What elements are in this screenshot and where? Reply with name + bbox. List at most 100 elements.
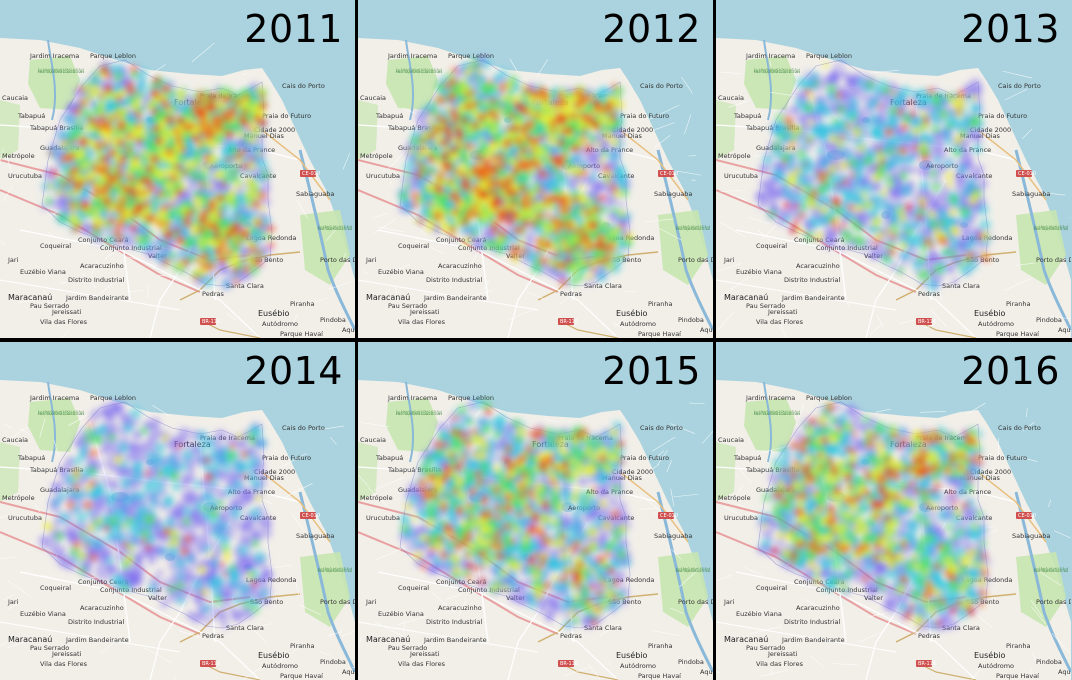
heat-point bbox=[580, 169, 589, 177]
map-label-tabapua_brasilia: Tabapuá Brasília bbox=[387, 124, 441, 132]
map-label-caucaia: Caucaia bbox=[360, 94, 386, 102]
heat-point bbox=[98, 92, 105, 99]
heat-point bbox=[135, 123, 141, 130]
heat-point bbox=[436, 179, 442, 185]
street bbox=[2, 185, 14, 202]
map-label-autodromo: Autódromo bbox=[262, 320, 298, 328]
heat-point bbox=[471, 183, 481, 193]
heat-point bbox=[80, 107, 91, 118]
heat-point bbox=[96, 217, 107, 227]
heat-point bbox=[215, 138, 223, 146]
heat-point bbox=[258, 205, 266, 213]
heat-point bbox=[463, 70, 470, 78]
heat-point bbox=[426, 117, 433, 124]
heat-point bbox=[492, 170, 499, 177]
heat-point bbox=[243, 253, 254, 264]
heat-point bbox=[454, 125, 462, 133]
street bbox=[523, 78, 532, 83]
heat-point bbox=[109, 116, 115, 122]
heat-point bbox=[57, 130, 69, 142]
heat-point bbox=[94, 141, 104, 151]
heat-point bbox=[202, 209, 210, 217]
map-label-euzebio_viana: Euzébio Viana bbox=[20, 268, 66, 276]
heat-point bbox=[87, 177, 94, 185]
heat-point bbox=[564, 229, 570, 235]
heat-point bbox=[489, 109, 498, 118]
heat-point bbox=[213, 227, 221, 235]
heat-point bbox=[586, 273, 594, 281]
heat-point bbox=[543, 240, 552, 249]
heat-point bbox=[524, 232, 535, 243]
heat-point bbox=[120, 142, 126, 148]
heat-point bbox=[490, 221, 499, 230]
map-label-guadalajara: Guadalajara bbox=[40, 144, 79, 152]
heat-point bbox=[241, 162, 250, 170]
heat-point bbox=[582, 127, 588, 133]
heat-point bbox=[120, 155, 127, 162]
heat-point bbox=[571, 236, 578, 243]
heat-point bbox=[483, 148, 494, 159]
heat-point bbox=[496, 161, 506, 171]
heat-point bbox=[179, 145, 187, 154]
heat-point bbox=[243, 229, 248, 234]
heat-point bbox=[451, 66, 459, 74]
heat-point bbox=[535, 246, 541, 253]
heat-point bbox=[194, 204, 202, 212]
heat-point bbox=[557, 139, 565, 147]
heat-point bbox=[167, 192, 177, 202]
heat-point bbox=[204, 133, 213, 142]
heat-point bbox=[518, 184, 525, 191]
street bbox=[526, 291, 545, 300]
heat-point bbox=[197, 235, 206, 244]
heat-point bbox=[514, 136, 524, 146]
map-label-manuel_dias: Manuel Dias bbox=[244, 132, 284, 140]
heat-point bbox=[453, 218, 463, 227]
heat-point bbox=[106, 173, 114, 181]
heat-point bbox=[187, 220, 193, 226]
map-label-pau_serrado: Pau Serrado bbox=[30, 302, 69, 310]
heat-point bbox=[125, 81, 134, 90]
heat-point bbox=[454, 103, 464, 113]
heat-point bbox=[614, 227, 621, 234]
heat-point bbox=[44, 196, 54, 206]
street bbox=[636, 318, 657, 338]
heat-point bbox=[535, 212, 544, 221]
heat-point bbox=[519, 125, 527, 132]
heat-point bbox=[581, 176, 592, 187]
heat-point bbox=[593, 195, 600, 202]
heat-point bbox=[234, 239, 242, 247]
street bbox=[508, 307, 537, 321]
heat-point bbox=[137, 164, 145, 172]
heat-point bbox=[125, 124, 133, 131]
street bbox=[677, 170, 702, 176]
heat-point bbox=[595, 141, 603, 148]
street bbox=[61, 330, 70, 338]
heat-point bbox=[419, 137, 426, 144]
heat-point bbox=[93, 207, 101, 215]
heat-point bbox=[614, 89, 622, 97]
map-label-pau_serrado: Pau Serrado bbox=[388, 302, 427, 310]
heat-point bbox=[62, 139, 68, 144]
street bbox=[0, 148, 4, 163]
heat-point bbox=[530, 147, 536, 154]
heat-point bbox=[136, 178, 143, 185]
heat-point bbox=[578, 194, 588, 204]
heat-point bbox=[542, 182, 551, 192]
street bbox=[82, 272, 97, 289]
road-shield-label: CE-010 bbox=[302, 171, 320, 177]
street bbox=[0, 240, 6, 246]
heat-point bbox=[121, 206, 127, 212]
heat-point bbox=[258, 93, 266, 100]
heat-point bbox=[489, 125, 498, 134]
heat-point bbox=[107, 216, 115, 225]
park-area bbox=[658, 210, 708, 285]
heat-point bbox=[573, 228, 581, 236]
map-label-apa: Área de Proteção Ambiental do Estuário d… bbox=[396, 68, 442, 75]
heat-point bbox=[565, 257, 573, 265]
park-area bbox=[300, 210, 350, 285]
heat-point bbox=[56, 196, 68, 208]
heat-point bbox=[170, 89, 179, 98]
heat-point bbox=[95, 150, 104, 159]
heat-point bbox=[208, 102, 217, 112]
